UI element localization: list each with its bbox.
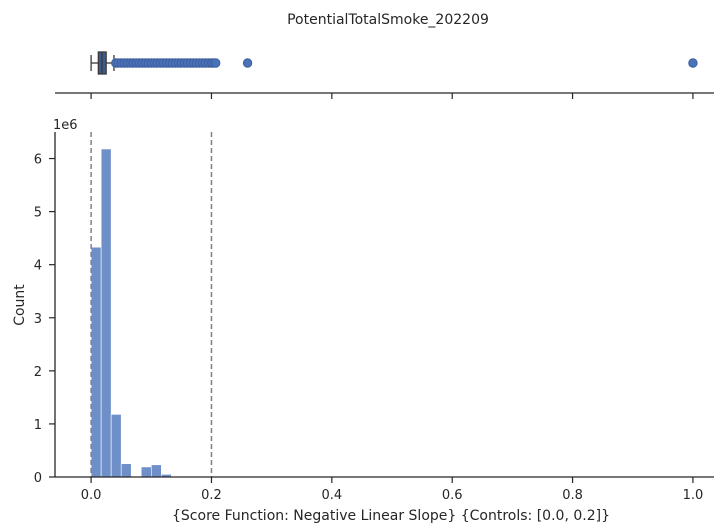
- y-tick-label: 1: [34, 418, 42, 433]
- y-tick-label: 6: [34, 153, 42, 168]
- box-outlier: [688, 58, 698, 68]
- y-tick-label: 3: [34, 312, 42, 327]
- histogram-bar: [90, 246, 102, 478]
- chart-title: PotentialTotalSmoke_202209: [287, 12, 489, 28]
- histogram-panel: [90, 132, 222, 478]
- histogram-bar: [140, 466, 152, 478]
- x-tick-label: 0.0: [81, 488, 102, 503]
- histogram-bar: [150, 464, 162, 478]
- x-tick-label: 0.2: [201, 488, 222, 503]
- y-tick-label: 4: [34, 259, 42, 274]
- histogram-bar: [100, 148, 112, 478]
- histogram-bar: [110, 414, 122, 478]
- box-outlier: [242, 58, 253, 68]
- histogram-y-ticks: 0 1 2 3 4 5 6: [34, 153, 55, 486]
- y-offset-label: 1e6: [53, 118, 78, 133]
- y-tick-label: 5: [34, 206, 42, 221]
- y-tick-label: 0: [34, 471, 42, 486]
- y-tick-label: 2: [34, 365, 42, 380]
- x-tick-label: 0.8: [562, 488, 583, 503]
- x-tick-label: 0.4: [321, 488, 342, 503]
- y-axis-label: Count: [12, 284, 28, 326]
- x-tick-label: 1.0: [683, 488, 704, 503]
- x-axis-label: {Score Function: Negative Linear Slope} …: [172, 508, 610, 524]
- boxplot-x-ticks: [90, 93, 694, 99]
- histogram-bar: [120, 463, 132, 478]
- boxplot-panel: [90, 51, 698, 75]
- histogram-x-ticks: 0.0 0.2 0.4 0.6 0.8 1.0: [81, 477, 704, 503]
- box-outlier: [210, 58, 221, 68]
- x-tick-label: 0.6: [442, 488, 463, 503]
